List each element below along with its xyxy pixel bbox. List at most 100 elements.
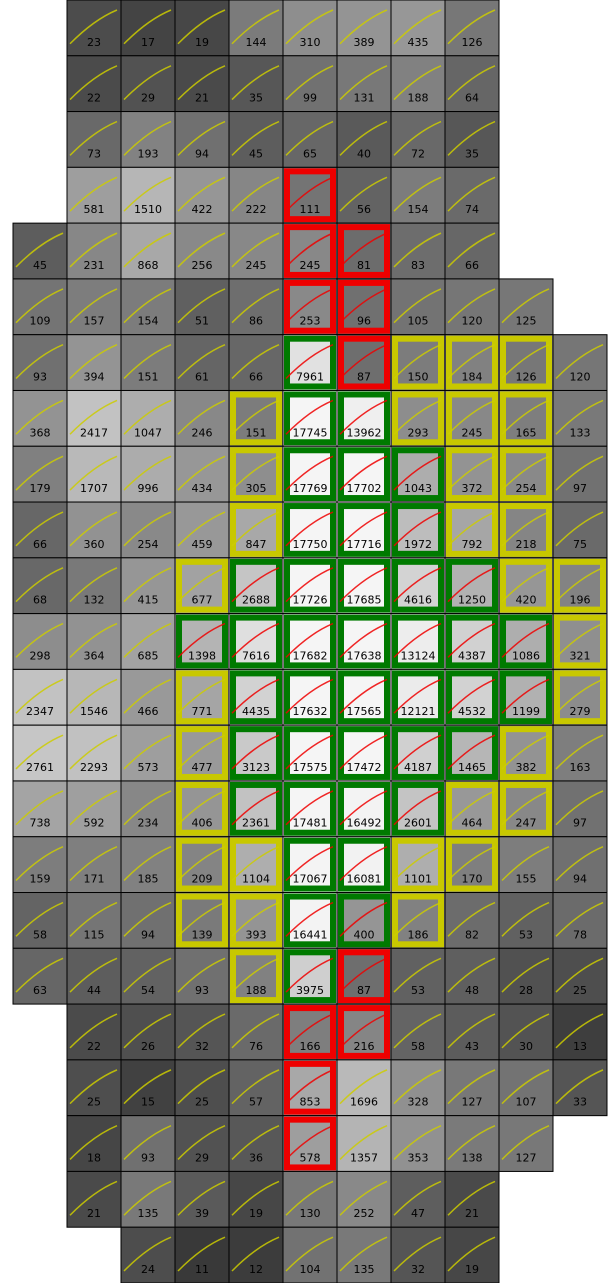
cell-bg xyxy=(336,166,392,224)
cell-bg xyxy=(336,1059,392,1117)
trace xyxy=(447,176,496,212)
cell: 245 xyxy=(228,222,284,280)
cell: 393 xyxy=(228,892,284,949)
cell: 25 xyxy=(552,947,608,1005)
cell: 97 xyxy=(552,780,608,838)
trace xyxy=(555,1013,604,1049)
cell-bg xyxy=(12,557,68,615)
cell-bg xyxy=(174,892,230,949)
trace xyxy=(393,176,442,212)
cell: 231 xyxy=(66,222,122,280)
cell-count: 94 xyxy=(141,928,155,941)
trace xyxy=(447,399,496,435)
cell-count: 24 xyxy=(141,1263,155,1276)
trace xyxy=(123,455,172,491)
cell-bg xyxy=(390,613,446,670)
cell-count: 154 xyxy=(408,203,429,216)
cell-bg xyxy=(336,111,392,168)
cell-count: 792 xyxy=(462,538,483,551)
cell-bg xyxy=(390,1059,446,1117)
trace xyxy=(501,678,550,714)
cell-bg xyxy=(66,1115,122,1172)
cell-bg xyxy=(228,724,284,782)
cell-flag xyxy=(392,670,444,725)
cell-count: 12 xyxy=(249,1263,263,1276)
cell: 17481 xyxy=(282,780,338,838)
cell-flag xyxy=(446,781,498,836)
cell-bg xyxy=(498,334,554,391)
cell-bg xyxy=(12,222,68,280)
cell-bg xyxy=(174,111,230,168)
cell-bg xyxy=(228,613,284,670)
cell: 17750 xyxy=(282,501,338,559)
cell: 13 xyxy=(552,1003,608,1061)
cell-count: 139 xyxy=(192,928,213,941)
cell-count: 2688 xyxy=(242,594,270,607)
cell-count: 7961 xyxy=(296,370,324,383)
cell: 30 xyxy=(498,1003,554,1061)
trace xyxy=(123,567,172,603)
cell: 477 xyxy=(174,724,230,782)
trace xyxy=(69,511,118,547)
cell-bg xyxy=(282,668,338,726)
cell: 54 xyxy=(120,947,176,1005)
cell-bg xyxy=(444,55,500,113)
cell: 247 xyxy=(498,780,554,838)
cell: 353 xyxy=(390,1115,446,1172)
cell-count: 372 xyxy=(462,482,483,495)
cell: 138 xyxy=(444,1115,500,1172)
cell-count: 87 xyxy=(357,370,371,383)
cell-flag xyxy=(284,503,336,557)
cell: 434 xyxy=(174,445,230,503)
cell: 847 xyxy=(228,501,284,559)
cell-count: 66 xyxy=(465,259,479,272)
cell-flag xyxy=(392,447,444,502)
cell-bg xyxy=(336,780,392,838)
trace xyxy=(123,176,172,212)
cell-flag xyxy=(284,224,336,278)
cell-count: 466 xyxy=(138,705,159,718)
cell: 12121 xyxy=(390,668,446,726)
cell: 581 xyxy=(66,166,122,224)
trace xyxy=(69,455,118,491)
trace xyxy=(231,511,280,547)
cell-bg xyxy=(444,278,500,336)
trace xyxy=(339,567,388,603)
cell-bg xyxy=(120,724,176,782)
cell-count: 171 xyxy=(84,873,105,886)
cell-count: 364 xyxy=(84,649,105,662)
cell-count: 3123 xyxy=(242,761,270,774)
cell: 53 xyxy=(390,947,446,1005)
cell-bg xyxy=(552,613,608,670)
cell-count: 16081 xyxy=(347,873,382,886)
cell-bg xyxy=(444,1115,500,1172)
cell-bg xyxy=(444,836,500,894)
cell: 2761 xyxy=(12,724,68,782)
cell: 1510 xyxy=(120,166,176,224)
cell-count: 107 xyxy=(516,1096,537,1109)
cell: 996 xyxy=(120,445,176,503)
trace xyxy=(231,176,280,212)
trace xyxy=(15,678,64,714)
cell-flag xyxy=(392,391,444,446)
cell: 771 xyxy=(174,668,230,726)
cell-bg xyxy=(66,724,122,782)
cell-flag xyxy=(176,781,228,836)
cell-count: 222 xyxy=(246,203,267,216)
cell-flag xyxy=(500,335,552,390)
cell-count: 68 xyxy=(33,594,47,607)
cell-flag xyxy=(284,1116,336,1171)
cell-count: 51 xyxy=(195,315,209,328)
cell-bg xyxy=(552,445,608,503)
cell-count: 131 xyxy=(354,92,375,105)
cell: 2347 xyxy=(12,668,68,726)
trace xyxy=(447,567,496,603)
trace xyxy=(177,344,226,380)
cell-count: 166 xyxy=(300,1040,321,1053)
trace xyxy=(339,65,388,101)
cell-bg xyxy=(390,1170,446,1228)
trace xyxy=(501,1124,550,1160)
trace xyxy=(447,232,496,268)
cell: 33 xyxy=(552,1059,608,1117)
cell-count: 120 xyxy=(462,315,483,328)
